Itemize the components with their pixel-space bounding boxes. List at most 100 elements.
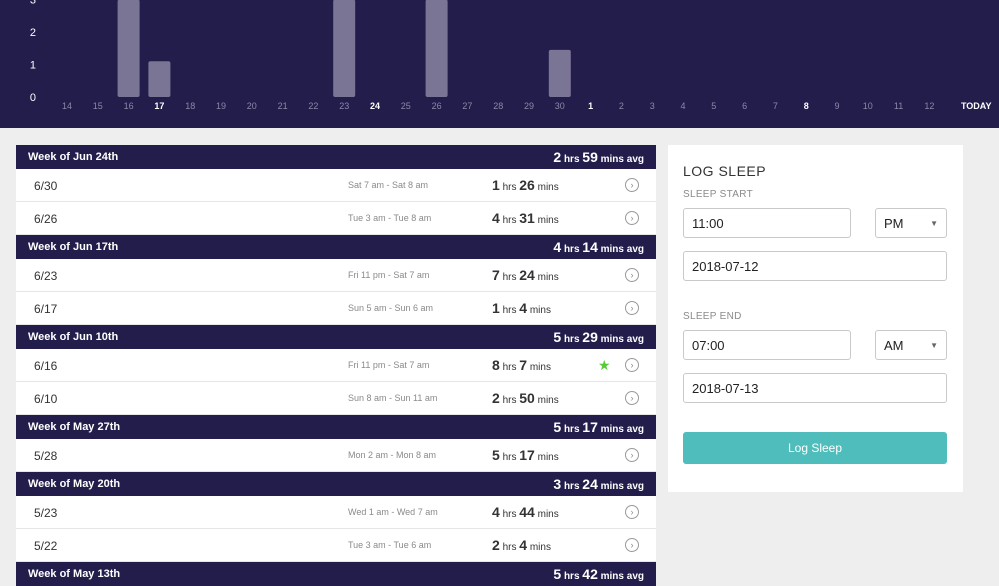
x-tick-label: 2 [619,101,624,111]
entry-duration: 4 hrs 44 mins [492,504,559,520]
y-tick-label: 1 [30,60,36,72]
x-tick-label: 18 [185,101,195,111]
entry-duration: 2 hrs 50 mins [492,390,559,406]
hrs-unit: hrs [563,481,580,492]
chevron-right-circle-icon[interactable]: › [625,178,639,192]
entry-duration: 2 hrs 4 mins [492,537,551,553]
sleep-entry-row[interactable]: 6/23 Fri 11 pm - Sat 7 am 7 hrs 24 mins › [16,259,656,292]
sleep-entry-row[interactable]: 6/26 Tue 3 am - Tue 8 am 4 hrs 31 mins › [16,202,656,235]
week-avg-hours: 3 [553,476,562,492]
entry-duration: 1 hrs 26 mins [492,177,559,193]
week-header: Week of May 27th 5 hrs 17 mins avg [16,415,656,439]
mins-unit: mins [529,305,551,316]
mins-unit: mins [537,395,559,406]
chevron-right-circle-icon[interactable]: › [625,505,639,519]
x-tick-label: 28 [493,101,503,111]
sleep-entry-row[interactable]: 6/30 Sat 7 am - Sat 8 am 1 hrs 26 mins › [16,169,656,202]
chevron-right-circle-icon[interactable]: › [625,391,639,405]
week-avg-hours: 4 [553,239,562,255]
y-tick-label: 2 [30,27,36,39]
sleep-end-time-input[interactable]: 07:00 [683,330,851,360]
hrs-unit: hrs [563,334,580,345]
sleep-entry-row[interactable]: 5/23 Wed 1 am - Wed 7 am 4 hrs 44 mins › [16,496,656,529]
x-tick-label: 29 [524,101,534,111]
x-tick-label: 21 [278,101,288,111]
mins-avg-unit: mins avg [600,571,644,582]
week-avg-hours: 5 [553,329,562,345]
sleep-end-date-input[interactable]: 2018-07-13 [683,373,947,403]
entry-duration: 1 hrs 4 mins [492,300,551,316]
entry-minutes: 4 [519,537,528,553]
mins-unit: mins [529,542,551,553]
week-avg-minutes: 29 [582,329,598,345]
entry-time-range: Fri 11 pm - Sat 7 am [348,270,430,280]
hrs-unit: hrs [502,509,517,520]
sleep-entry-row[interactable]: 6/17 Sun 5 am - Sun 6 am 1 hrs 4 mins › [16,292,656,325]
x-tick-label: 20 [247,101,257,111]
x-tick-label: 3 [650,101,655,111]
entry-minutes: 24 [519,267,535,283]
entry-date: 6/30 [34,179,58,193]
hrs-unit: hrs [502,272,517,283]
y-tick-label: 3 [30,0,36,7]
week-header: Week of Jun 10th 5 hrs 29 mins avg [16,325,656,349]
week-avg-minutes: 24 [582,476,598,492]
sleep-entry-row[interactable]: 5/28 Mon 2 am - Mon 8 am 5 hrs 17 mins › [16,439,656,472]
sleep-end-label: SLEEP END [683,311,742,322]
entry-hours: 7 [492,267,500,283]
entry-hours: 2 [492,390,500,406]
entry-hours: 8 [492,357,500,373]
chevron-right-circle-icon[interactable]: › [625,211,639,225]
sleep-start-date-input[interactable]: 2018-07-12 [683,251,947,281]
sleep-bar[interactable] [425,0,448,97]
entry-date: 6/10 [34,392,58,406]
entry-time-range: Mon 2 am - Mon 8 am [348,450,437,460]
entry-duration: 7 hrs 24 mins [492,267,559,283]
chevron-right-circle-icon[interactable]: › [625,538,639,552]
sleep-end-ampm-select[interactable]: AM ▼ [875,330,947,360]
chevron-right-circle-icon[interactable]: › [625,358,639,372]
chevron-right-circle-icon[interactable]: › [625,268,639,282]
hrs-unit: hrs [502,542,517,553]
log-sleep-button[interactable]: Log Sleep [683,432,947,464]
entry-duration: 4 hrs 31 mins [492,210,559,226]
entry-hours: 1 [492,300,500,316]
entry-time-range: Sat 7 am - Sat 8 am [348,180,429,190]
sleep-entry-row[interactable]: 6/16 Fri 11 pm - Sat 7 am 8 hrs 7 mins ★ › [16,349,656,382]
week-header: Week of May 13th 5 hrs 42 mins avg [16,562,656,586]
sleep-start-ampm-select[interactable]: PM ▼ [875,208,947,238]
entry-date: 5/23 [34,506,58,520]
mins-unit: mins [537,215,559,226]
sleep-entry-row[interactable]: 6/10 Sun 8 am - Sun 11 am 2 hrs 50 mins › [16,382,656,415]
hrs-unit: hrs [502,215,517,226]
x-tick-label: 11 [894,101,903,111]
week-title: Week of May 20th [28,478,121,490]
sleep-entry-row[interactable]: 5/22 Tue 3 am - Tue 6 am 2 hrs 4 mins › [16,529,656,562]
chevron-right-circle-icon[interactable]: › [625,301,639,315]
entry-hours: 4 [492,504,500,520]
entry-minutes: 26 [519,177,535,193]
entry-date: 6/23 [34,269,58,283]
sleep-end-ampm-value: AM [884,337,904,353]
hrs-unit: hrs [502,182,517,193]
entry-hours: 1 [492,177,500,193]
week-header: Week of May 20th 3 hrs 24 mins avg [16,472,656,496]
mins-unit: mins [537,272,559,283]
sleep-bar[interactable] [548,49,571,97]
entry-time-range: Fri 11 pm - Sat 7 am [348,360,430,370]
mins-unit: mins [529,362,551,373]
hrs-unit: hrs [502,395,517,406]
mins-avg-unit: mins avg [600,244,644,255]
sleep-chart: 3 2 1 0 14 15 16 17 18 19 20 21 22 23 24 25 26 27 28 29 30 1 2… [0,0,999,128]
week-avg-minutes: 42 [582,566,598,582]
sleep-bar[interactable] [333,0,356,97]
x-tick-label: 19 [216,101,226,111]
sleep-start-time-input[interactable]: 11:00 [683,208,851,238]
chevron-right-circle-icon[interactable]: › [625,448,639,462]
sleep-bar[interactable] [148,61,171,97]
entry-date: 6/16 [34,359,58,373]
x-tick-label: 1 [588,101,593,111]
hrs-unit: hrs [502,305,517,316]
hrs-unit: hrs [563,424,580,435]
sleep-bar[interactable] [117,0,140,97]
